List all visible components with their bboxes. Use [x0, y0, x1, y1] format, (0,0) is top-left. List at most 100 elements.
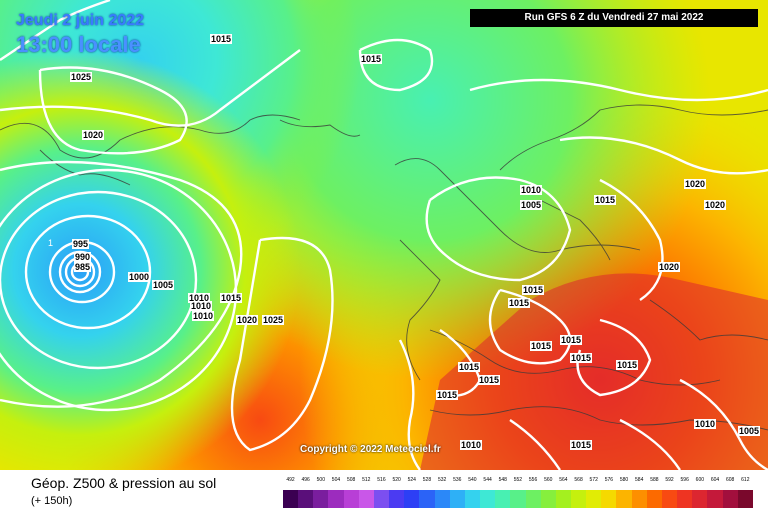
legend-tick-label: 492: [286, 477, 295, 483]
legend-swatch: [677, 490, 693, 508]
legend-swatch: [464, 490, 481, 508]
isobar-label: 1010: [192, 311, 215, 321]
isobar-label: 1015: [522, 285, 545, 295]
legend-tick-label: 576: [604, 477, 614, 483]
pressure-map: 1: [0, 0, 768, 470]
legend-swatch: [373, 490, 390, 508]
isobar-label: 1020: [236, 315, 259, 325]
isobar-label: 995: [72, 239, 90, 249]
isobar-label: 1010: [460, 440, 483, 450]
isobar-label: 1010: [190, 301, 213, 311]
legend-tick-label: 532: [437, 477, 447, 483]
legend-tick-label: 552: [513, 477, 523, 483]
legend-tick-label: 544: [483, 477, 492, 483]
model-run-label: Run GFS 6 Z du Vendredi 27 mai 2022: [470, 9, 758, 27]
isobar-label: 1000: [128, 272, 151, 282]
legend-swatch: [449, 490, 465, 508]
map-footer: Géop. Z500 & pression au sol (+ 150h) 49…: [0, 470, 768, 512]
legend-tick-label: 600: [695, 477, 705, 483]
legend-swatch: [419, 490, 435, 508]
legend-tick-label: 556: [528, 477, 538, 483]
legend-swatch: [616, 490, 632, 508]
isobar-label: 1015: [530, 341, 553, 351]
legend-tick-label: 508: [346, 477, 356, 483]
legend-tick-label: 540: [468, 477, 477, 483]
color-legend: [283, 490, 753, 508]
legend-swatch: [722, 490, 738, 508]
legend-tick-label: 612: [741, 477, 750, 483]
legend-tick-label: 528: [422, 477, 432, 483]
legend-swatch: [570, 490, 587, 508]
legend-swatch: [358, 490, 374, 508]
legend-swatch: [692, 490, 708, 508]
isobar-label: 1020: [684, 179, 707, 189]
forecast-time: 13:00 locale: [16, 32, 141, 57]
isobar-label: 1015: [560, 335, 583, 345]
legend-swatch: [480, 490, 496, 508]
legend-swatch: [540, 490, 556, 508]
legend-swatch: [631, 490, 647, 508]
legend-tick-label: 500: [316, 477, 325, 483]
legend-tick-label: 584: [635, 477, 644, 483]
legend-tick-labels: 492 496 500 504 508 512 516 520 524 528 532 536 540 5…: [283, 477, 753, 487]
legend-swatch: [343, 490, 359, 508]
isobar-label: 1015: [220, 293, 243, 303]
legend-swatch: [389, 490, 405, 508]
legend-tick-label: 588: [650, 477, 659, 483]
isobar-label: 1015: [210, 34, 233, 44]
legend-swatch: [601, 490, 617, 508]
isobar-label: 1020: [658, 262, 681, 272]
legend-tick-label: 512: [362, 477, 371, 483]
legend-tick-label: 520: [392, 477, 401, 483]
isobar-label: 1025: [70, 72, 93, 82]
legend-swatch: [313, 490, 329, 508]
legend-swatch: [555, 490, 571, 508]
isobar-label: 1025: [262, 315, 285, 325]
legend-tick-label: 564: [559, 477, 568, 483]
legend-swatch: [707, 490, 723, 508]
legend-swatch: [661, 490, 678, 508]
legend-swatch: [298, 490, 314, 508]
isobar-label: 1015: [458, 362, 481, 372]
isobar-label: 1010: [188, 293, 211, 303]
legend-tick-label: 560: [544, 477, 553, 483]
legend-tick-label: 524: [407, 477, 416, 483]
isobar-label: 1005: [738, 426, 761, 436]
legend-tick-label: 516: [377, 477, 386, 483]
isobar-label: 1010: [694, 419, 717, 429]
legend-swatch: [646, 490, 662, 508]
legend-tick-label: 568: [574, 477, 583, 483]
legend-swatch: [737, 490, 753, 508]
isobar-label: 1015: [570, 353, 593, 363]
isobar-label: 1020: [704, 200, 727, 210]
isobar-label: 1015: [594, 195, 617, 205]
isobar-label: 1015: [508, 298, 531, 308]
isobar-label: 1020: [82, 130, 105, 140]
isobar-label: 1015: [570, 440, 593, 450]
legend-tick-label: 572: [589, 477, 598, 483]
legend-swatch: [495, 490, 511, 508]
legend-tick-label: 548: [498, 477, 507, 483]
legend-tick-label: 592: [665, 477, 674, 483]
legend-swatch: [586, 490, 602, 508]
legend-swatch: [328, 490, 344, 508]
legend-swatch: [434, 490, 450, 508]
isobar-label: 985: [74, 262, 92, 272]
legend-swatch: [525, 490, 541, 508]
isobar-label: 1015: [616, 360, 639, 370]
svg-text:1: 1: [48, 238, 53, 248]
isobar-label: 1015: [478, 375, 501, 385]
legend-tick-label: 496: [301, 477, 310, 483]
copyright-text: Copyright © 2022 Meteociel.fr: [300, 444, 441, 455]
map-title: Géop. Z500 & pression au sol: [31, 475, 217, 491]
forecast-lead-time: (+ 150h): [31, 495, 73, 507]
isobar-label: 1010: [520, 185, 543, 195]
legend-tick-label: 536: [453, 477, 462, 483]
isobar-label: 1015: [360, 54, 383, 64]
isobar-label: 1015: [436, 390, 459, 400]
isobar-label: 1005: [520, 200, 543, 210]
legend-tick-label: 580: [619, 477, 629, 483]
legend-tick-label: 608: [726, 477, 735, 483]
legend-swatch: [283, 490, 299, 508]
